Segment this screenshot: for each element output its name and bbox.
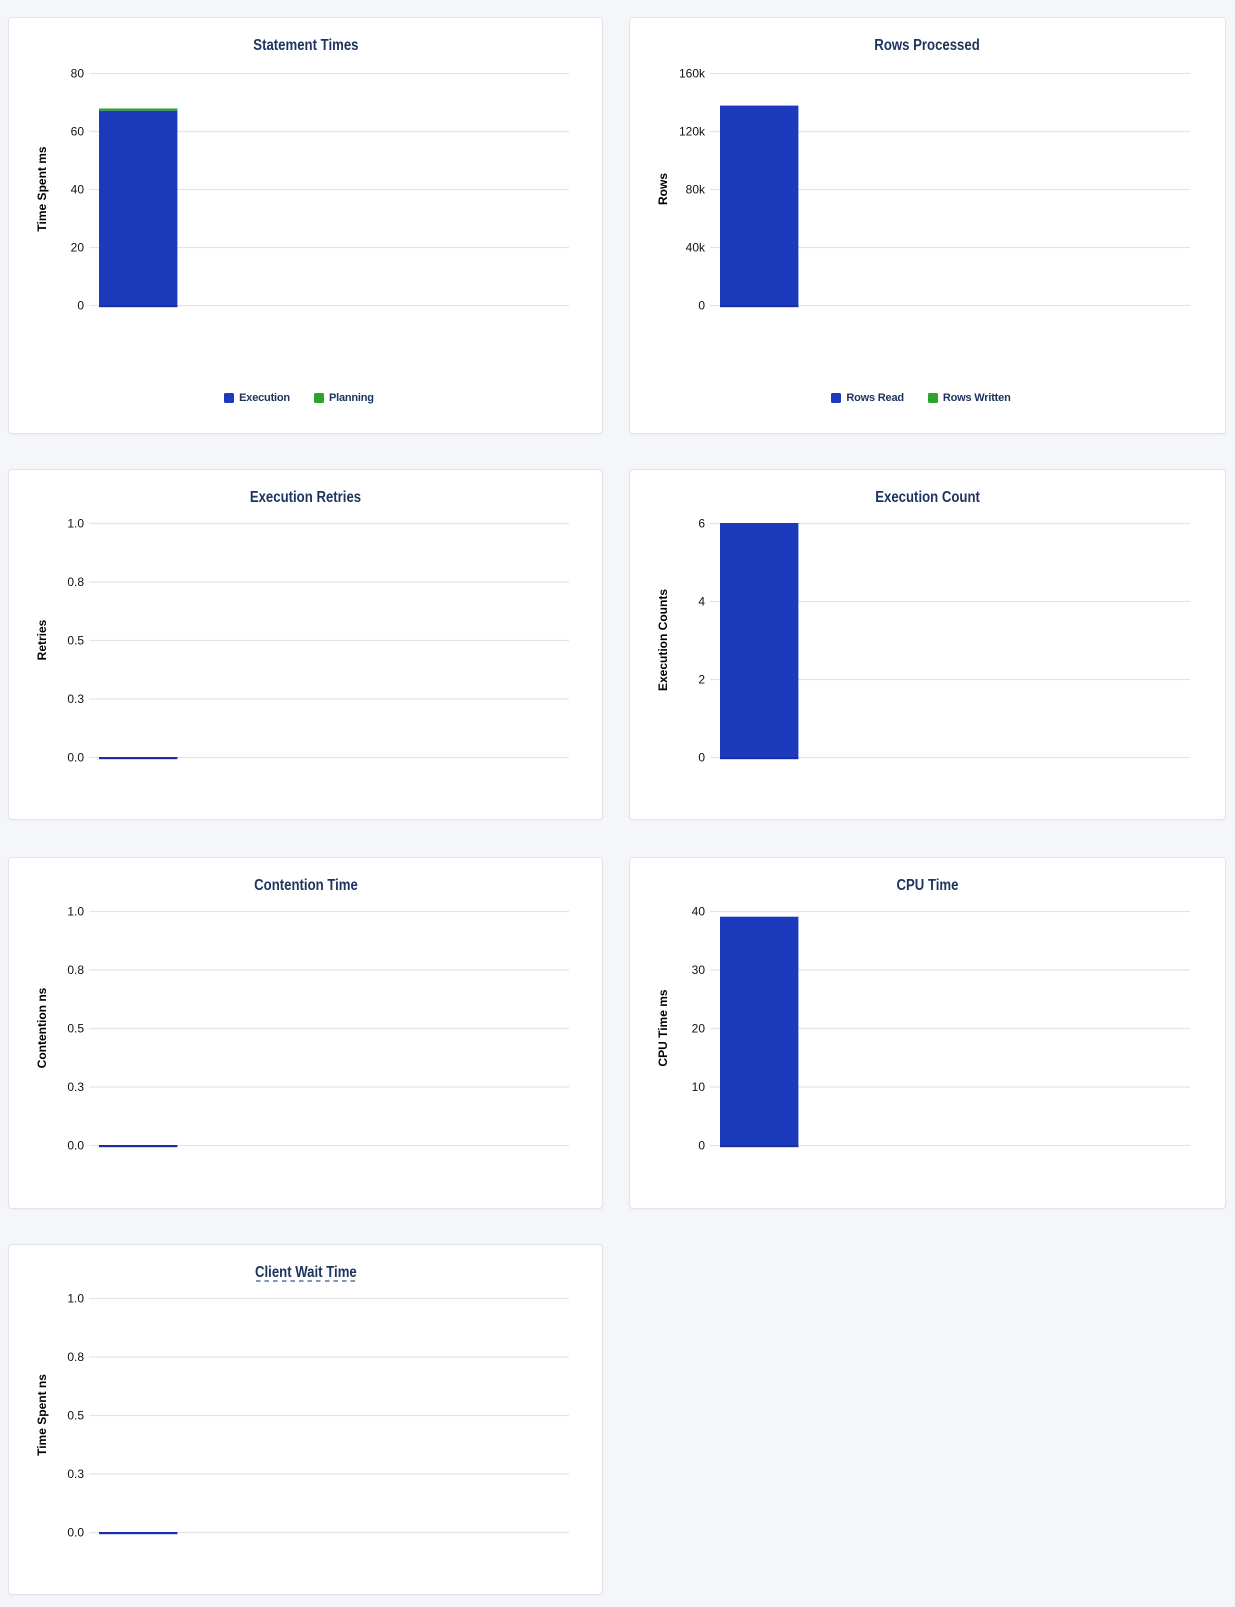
svg-text:0: 0 [698,1138,705,1152]
svg-text:10: 10 [692,1080,706,1094]
svg-text:Rows: Rows [656,173,670,205]
svg-text:0.5: 0.5 [67,633,84,647]
svg-text:20: 20 [71,240,85,254]
svg-text:0.0: 0.0 [67,1525,84,1539]
svg-text:Time Spent ns: Time Spent ns [35,1374,49,1456]
svg-text:40k: 40k [686,240,706,254]
svg-text:CPU Time ms: CPU Time ms [656,989,670,1066]
svg-text:80: 80 [71,66,85,80]
svg-text:Retries: Retries [35,619,49,660]
svg-text:0: 0 [698,750,705,764]
svg-text:160k: 160k [679,66,706,80]
svg-text:30: 30 [692,963,706,977]
svg-text:120k: 120k [679,124,706,138]
svg-text:1.0: 1.0 [67,904,84,918]
svg-text:40: 40 [692,904,706,918]
svg-text:0.8: 0.8 [67,1350,84,1364]
svg-text:40: 40 [71,182,85,196]
svg-text:60: 60 [71,124,85,138]
svg-text:1.0: 1.0 [67,1291,84,1305]
svg-text:0.8: 0.8 [67,575,84,589]
svg-text:0.0: 0.0 [67,1138,84,1152]
svg-text:2: 2 [698,672,705,686]
svg-text:1.0: 1.0 [67,516,84,530]
svg-text:0.3: 0.3 [67,692,84,706]
svg-text:0.3: 0.3 [67,1467,84,1481]
svg-text:0.5: 0.5 [67,1021,84,1035]
svg-text:0: 0 [77,298,84,312]
svg-text:0.3: 0.3 [67,1080,84,1094]
svg-text:0.5: 0.5 [67,1408,84,1422]
svg-text:0: 0 [698,298,705,312]
svg-text:4: 4 [698,594,705,608]
svg-text:20: 20 [692,1021,706,1035]
svg-text:Contention ns: Contention ns [35,987,49,1068]
svg-text:Time Spent ms: Time Spent ms [35,146,49,231]
svg-text:0.0: 0.0 [67,750,84,764]
svg-text:80k: 80k [686,182,706,196]
svg-text:0.8: 0.8 [67,963,84,977]
svg-text:Execution Counts: Execution Counts [656,589,670,691]
svg-text:6: 6 [698,516,705,530]
